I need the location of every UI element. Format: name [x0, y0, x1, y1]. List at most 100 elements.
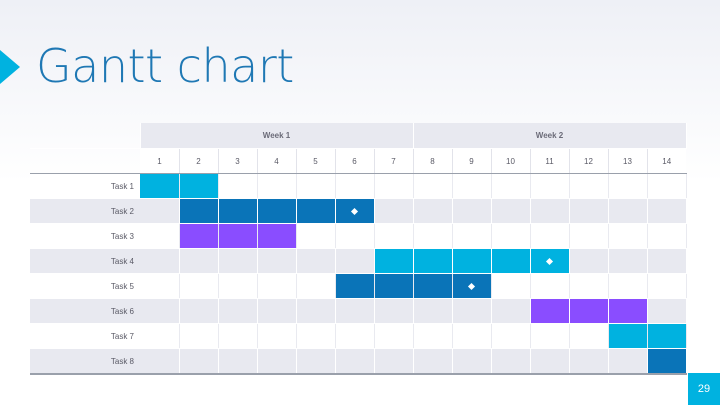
day-header: 4	[257, 148, 297, 174]
grid-cell	[452, 298, 492, 324]
task-row: Task 4	[30, 248, 687, 274]
grid-cell	[296, 223, 336, 249]
task-bar-cell	[647, 323, 687, 349]
task-label: Task 2	[30, 198, 140, 224]
grid-cell	[140, 223, 180, 249]
grid-cell	[608, 223, 648, 249]
grid-cell	[179, 248, 219, 274]
grid-cell	[413, 173, 453, 199]
grid-cell	[218, 173, 258, 199]
gantt-table: Week 1 Week 2 1 2 3 4 5 6 7 8 9 10 11 12 13 14 Task 1 Tas…	[30, 123, 687, 375]
grid-cell	[608, 198, 648, 224]
grid-cell	[647, 173, 687, 199]
day-header: 12	[569, 148, 609, 174]
grid-cell	[140, 273, 180, 299]
task-bar-cell	[218, 223, 258, 249]
day-header: 11	[530, 148, 570, 174]
grid-cell	[374, 173, 414, 199]
task-row: Task 6	[30, 298, 687, 324]
grid-cell	[296, 298, 336, 324]
task-bar-cell	[608, 323, 648, 349]
task-bar-cell	[374, 248, 414, 274]
grid-cell	[452, 223, 492, 249]
day-header: 2	[179, 148, 219, 174]
week-header: Week 1	[140, 123, 414, 149]
grid-cell	[257, 323, 297, 349]
grid-cell	[335, 348, 375, 375]
grid-cell	[374, 348, 414, 375]
grid-cell	[374, 323, 414, 349]
grid-cell	[179, 273, 219, 299]
grid-cell	[413, 198, 453, 224]
grid-cell	[413, 348, 453, 375]
grid-cell	[218, 273, 258, 299]
grid-cell	[491, 173, 531, 199]
grid-cell	[647, 273, 687, 299]
grid-cell	[569, 223, 609, 249]
grid-cell	[296, 273, 336, 299]
task-bar-cell	[530, 298, 570, 324]
task-bar-cell	[335, 273, 375, 299]
grid-cell	[257, 248, 297, 274]
task-bar-cell	[491, 248, 531, 274]
task-bar-cell	[140, 173, 180, 199]
grid-cell	[296, 348, 336, 375]
grid-cell	[452, 198, 492, 224]
day-header: 3	[218, 148, 258, 174]
grid-cell	[647, 223, 687, 249]
grid-cell	[335, 248, 375, 274]
grid-cell	[569, 273, 609, 299]
page-number-badge: 29	[688, 373, 720, 405]
task-label: Task 3	[30, 223, 140, 249]
grid-cell	[569, 173, 609, 199]
grid-cell	[335, 298, 375, 324]
grid-cell	[140, 348, 180, 375]
grid-cell	[257, 298, 297, 324]
grid-cell	[608, 248, 648, 274]
day-header: 1	[140, 148, 180, 174]
grid-cell	[413, 323, 453, 349]
grid-cell	[452, 173, 492, 199]
grid-cell	[569, 198, 609, 224]
task-bar-cell	[179, 223, 219, 249]
grid-cell	[491, 298, 531, 324]
day-header: 10	[491, 148, 531, 174]
grid-cell	[179, 348, 219, 375]
grid-cell	[491, 323, 531, 349]
day-header: 7	[374, 148, 414, 174]
week-header-row: Week 1 Week 2	[30, 123, 687, 149]
day-header: 6	[335, 148, 375, 174]
day-header: 14	[647, 148, 686, 174]
task-label: Task 8	[30, 348, 140, 375]
grid-cell	[218, 298, 258, 324]
day-header-row: 1 2 3 4 5 6 7 8 9 10 11 12 13 14	[30, 148, 686, 174]
grid-cell	[257, 273, 297, 299]
task-row: Task 1	[30, 173, 687, 199]
grid-cell	[179, 298, 219, 324]
week-header: Week 2	[413, 123, 687, 149]
grid-cell	[335, 323, 375, 349]
task-label: Task 1	[30, 173, 140, 199]
grid-cell	[140, 198, 180, 224]
title-arrow-icon	[0, 50, 20, 84]
grid-cell	[140, 298, 180, 324]
grid-cell	[491, 223, 531, 249]
slide-title: Gantt chart	[36, 39, 294, 93]
task-row: Task 8	[30, 348, 687, 375]
grid-cell	[335, 173, 375, 199]
grid-cell	[413, 223, 453, 249]
task-label: Task 7	[30, 323, 140, 349]
grid-cell	[491, 273, 531, 299]
task-bar-cell	[608, 298, 648, 324]
milestone-diamond-icon	[350, 207, 359, 215]
grid-cell	[530, 223, 570, 249]
grid-cell	[491, 348, 531, 375]
grid-cell	[608, 173, 648, 199]
milestone-diamond-icon	[545, 257, 554, 265]
grid-cell	[374, 223, 414, 249]
grid-cell	[140, 248, 180, 274]
grid-cell	[530, 173, 570, 199]
task-bar-cell	[257, 223, 297, 249]
grid-cell	[218, 348, 258, 375]
task-bar-cell	[413, 248, 453, 274]
